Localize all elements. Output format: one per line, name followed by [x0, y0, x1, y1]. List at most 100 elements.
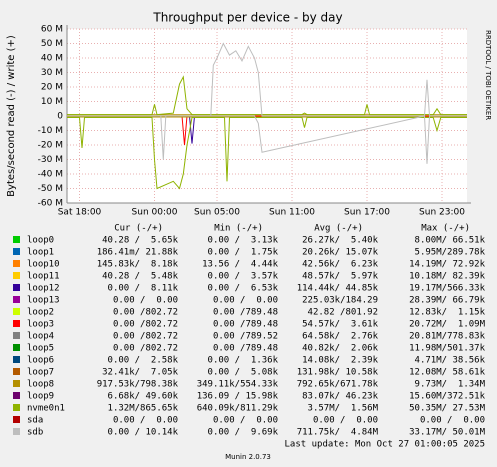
legend-label: loop0: [27, 236, 54, 246]
legend-swatch: [13, 356, 20, 363]
legend-stat: 50.35M/ 27.53M: [409, 404, 485, 414]
legend-stat: 13.56 / 4.44k: [202, 260, 278, 270]
legend-stat: 20.81M/778.83k: [409, 332, 485, 342]
legend-stat: 1.32M/865.65k: [108, 404, 179, 414]
legend-stat: 640.09k/811.29k: [197, 404, 279, 414]
legend-label: loop4: [27, 332, 54, 342]
y-tick-label: 20 M: [41, 83, 63, 93]
legend-stat: 0.00 /802.72: [113, 320, 178, 330]
legend-stat: 6.68k/ 49.60k: [108, 392, 179, 402]
legend-stat: 0.00 / 0.00: [313, 416, 378, 426]
legend-stat: 0.00 / 8.11k: [108, 284, 179, 294]
y-tick-label: 50 M: [41, 39, 63, 49]
legend-label: loop6: [27, 356, 54, 366]
legend-stat: 19.17M/566.33k: [409, 284, 485, 294]
legend-stat: 4.71M/ 38.56k: [415, 356, 486, 366]
legend-stat: 0.00 / 3.13k: [208, 236, 279, 246]
legend-label: loop10: [27, 260, 60, 270]
legend-swatch: [13, 428, 20, 435]
legend-stat: 0.00 /802.72: [113, 344, 178, 354]
legend-stat: 0.00 / 0.00: [213, 416, 278, 426]
legend-stat: 0.00 /789.48: [213, 308, 278, 318]
legend-stat: 0.00 /789.48: [213, 344, 278, 354]
legend-label: loop5: [27, 344, 54, 354]
legend-stat: 0.00 / 0.00: [213, 296, 278, 306]
x-tick-label: Sun 05:00: [194, 208, 240, 218]
y-tick-label: 30 M: [41, 68, 63, 78]
legend-stat: 917.53k/798.38k: [97, 380, 179, 390]
legend-stat: 0.00 / 0.00: [420, 416, 485, 426]
legend-stat: 0.00 / 5.08k: [208, 368, 279, 378]
legend-swatch: [13, 368, 20, 375]
legend-stat: 0.00 / 1.75k: [208, 248, 279, 258]
legend-stat: 5.95M/289.78k: [415, 248, 486, 258]
legend-stat: 0.00 /802.72: [113, 332, 178, 342]
legend-stat: 20.72M/ 1.09M: [409, 320, 485, 330]
x-tick-label: Sun 11:00: [269, 208, 315, 218]
x-tick-label: Sun 00:00: [132, 208, 178, 218]
legend-swatch: [13, 236, 20, 243]
legend-label: loop8: [27, 380, 54, 390]
legend-stat: 0.00 /789.48: [213, 320, 278, 330]
legend-label: sdb: [27, 428, 43, 438]
legend-stat: 711.75k/ 4.84M: [297, 428, 379, 438]
legend-stat: 20.26k/ 15.07k: [302, 248, 378, 258]
legend-stat: 83.07k/ 46.23k: [302, 392, 378, 402]
legend-stat: 15.60M/372.51k: [409, 392, 485, 402]
legend-stat: 0.00 / 2.58k: [108, 356, 179, 366]
legend-stat: 54.57k/ 3.61k: [302, 320, 378, 330]
legend-swatch: [13, 296, 20, 303]
y-tick-label: -60 M: [38, 199, 63, 209]
legend-stat: 48.57k/ 5.97k: [302, 272, 378, 282]
legend-swatch: [13, 260, 20, 267]
y-tick-label: -20 M: [38, 141, 63, 151]
x-tick-label: Sun 23:00: [419, 208, 465, 218]
legend-stat: 40.82k/ 2.06k: [302, 344, 378, 354]
legend-swatch: [13, 332, 20, 339]
legend-swatch: [13, 320, 20, 327]
legend-swatch: [13, 344, 20, 351]
legend-stat: 64.58k/ 2.76k: [302, 332, 378, 342]
legend-swatch: [13, 308, 20, 315]
legend-stat: 3.57M/ 1.56M: [308, 404, 379, 414]
legend-label: loop12: [27, 284, 60, 294]
x-tick-label: Sun 17:00: [344, 208, 390, 218]
legend-stat: 225.03k/184.29: [302, 296, 378, 306]
y-tick-label: -50 M: [38, 184, 63, 194]
legend-stat: 0.00 / 0.00: [113, 416, 178, 426]
legend-swatch: [13, 392, 20, 399]
legend-label: loop1: [27, 248, 54, 258]
y-axis-label: Bytes/second read (-) / write (+): [6, 35, 17, 197]
legend-stat: 186.41m/ 21.88k: [97, 248, 179, 258]
watermark: RRDTOOL / TOBI OETIKER: [484, 30, 492, 120]
column-header: Min (-/+): [214, 224, 263, 234]
series-line: [67, 115, 467, 164]
legend-stat: 12.08M/ 58.61k: [409, 368, 485, 378]
legend-label: loop2: [27, 308, 54, 318]
legend-label: sda: [27, 416, 43, 426]
legend-stat: 0.00 / 0.00: [113, 296, 178, 306]
legend-stat: 145.83k/ 8.18k: [97, 260, 179, 270]
legend-label: loop7: [27, 368, 54, 378]
legend-stat: 0.00 /802.72: [113, 308, 178, 318]
x-tick-label: Sat 18:00: [58, 208, 102, 218]
chart-title: Throughput per device - by day: [152, 11, 342, 25]
legend-stat: 131.98k/ 10.58k: [297, 368, 379, 378]
legend-swatch: [13, 272, 20, 279]
legend-swatch: [13, 416, 20, 423]
legend-stat: 10.18M/ 82.39k: [409, 272, 485, 282]
legend-stat: 0.00 /789.52: [213, 332, 278, 342]
legend-stat: 14.08k/ 2.39k: [302, 356, 378, 366]
legend-stat: 9.73M/ 1.34M: [415, 380, 486, 390]
y-tick-label: 40 M: [41, 54, 63, 64]
legend-stat: 0.00 / 10.14k: [108, 428, 179, 438]
legend-stat: 0.00 / 6.53k: [208, 284, 279, 294]
column-header: Cur (-/+): [114, 224, 163, 234]
legend-stat: 26.27k/ 5.40k: [302, 236, 378, 246]
legend-swatch: [13, 248, 20, 255]
y-tick-label: 60 M: [41, 25, 63, 35]
legend-stat: 11.98M/501.37k: [409, 344, 485, 354]
legend-label: loop13: [27, 296, 60, 306]
legend-stat: 0.00 / 9.69k: [208, 428, 279, 438]
series-line: [67, 117, 467, 190]
